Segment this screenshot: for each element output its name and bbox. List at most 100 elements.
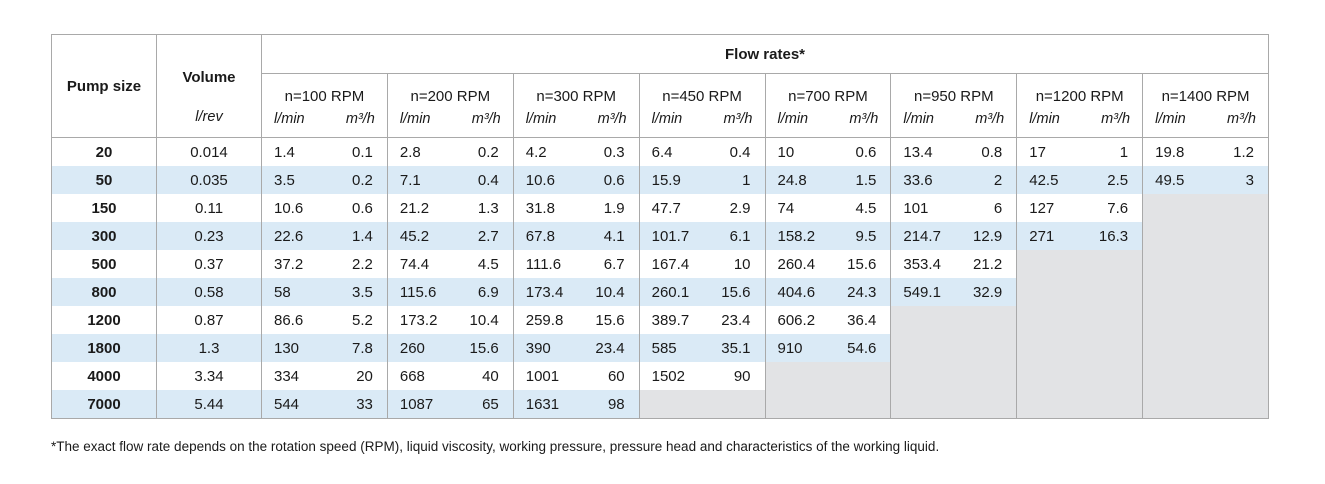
flow-value-cell: 21.2 1.3 (386, 194, 514, 222)
flow-m3h-value: 60 (607, 368, 625, 385)
flow-lmin-value: 33.6 (903, 172, 933, 189)
rpm-label: n=100 RPM (284, 88, 365, 105)
flow-lmin-value: 1087 (399, 396, 434, 413)
pump-size-header: Pump size (51, 34, 157, 138)
flow-m3h-value: 35.1 (721, 340, 751, 357)
volume-cell: 0.58 (156, 278, 262, 306)
flow-m3h-value: 0.4 (729, 144, 751, 161)
flow-value-cell: 130 7.8 (261, 334, 388, 362)
flow-m3h-value: 40 (482, 368, 499, 385)
flow-lmin-value: 115.6 (399, 284, 437, 301)
flow-m3h-value: 1 (742, 172, 751, 189)
pump-size-cell: 1200 (51, 306, 157, 334)
unit-m3h: m³/h (975, 111, 1005, 127)
flow-value-cell: 86.6 5.2 (261, 306, 388, 334)
flow-value-cell: 24.8 1.5 (764, 166, 892, 194)
flow-lmin-value: 10.6 (525, 172, 555, 189)
flow-value-cell: 173.2 10.4 (386, 306, 514, 334)
flow-lmin-value: 173.2 (399, 312, 438, 329)
flow-lmin-value: 1001 (525, 368, 560, 385)
flow-value-cell: 260.4 15.6 (764, 250, 892, 278)
flow-value-cell: 17 1 (1016, 137, 1144, 166)
empty-cell (1016, 362, 1144, 390)
flow-lmin-value: 13.4 (903, 144, 933, 161)
empty-cell (890, 390, 1018, 419)
unit-m3h: m³/h (849, 111, 879, 127)
flow-lmin-value: 158.2 (777, 228, 816, 245)
rpm-column-header: n=1200 RPM l/min m³/h (1016, 73, 1144, 138)
rpm-column-header: n=1400 RPM l/min m³/h (1142, 73, 1269, 138)
flow-lmin-value: 214.7 (903, 228, 941, 245)
flow-m3h-value: 15.6 (595, 312, 625, 329)
flow-m3h-value: 4.5 (477, 256, 499, 273)
flow-m3h-value: 1 (1119, 144, 1129, 161)
flow-lmin-value: 549.1 (903, 284, 941, 301)
flow-lmin-value: 31.8 (525, 200, 555, 217)
flow-value-cell: 214.7 12.9 (890, 222, 1018, 250)
flow-m3h-value: 12.9 (973, 228, 1003, 245)
unit-lmin: l/min (274, 111, 305, 127)
rpm-label: n=700 RPM (788, 88, 868, 105)
flow-value-cell: 15.9 1 (638, 166, 766, 194)
flow-value-cell: 260.1 15.6 (638, 278, 766, 306)
flow-lmin-value: 2.8 (399, 144, 421, 161)
flow-lmin-value: 3.5 (274, 172, 295, 189)
flow-value-cell: 259.8 15.6 (512, 306, 640, 334)
flow-m3h-value: 3.5 (352, 284, 373, 301)
flow-m3h-value: 20 (356, 368, 373, 385)
flow-value-cell: 1631 98 (512, 390, 640, 419)
empty-cell (1142, 222, 1269, 250)
flow-value-cell: 37.2 2.2 (261, 250, 388, 278)
unit-m3h: m³/h (1101, 111, 1131, 127)
pump-size-cell: 20 (51, 137, 157, 166)
flow-value-cell: 668 40 (386, 362, 514, 390)
flow-m3h-value: 15.6 (721, 284, 751, 301)
flow-lmin-value: 74.4 (399, 256, 430, 273)
flow-lmin-value: 17 (1029, 144, 1046, 161)
unit-m3h: m³/h (471, 111, 501, 127)
flow-m3h-value: 0.2 (477, 144, 499, 161)
flow-value-cell: 173.4 10.4 (512, 278, 640, 306)
flow-m3h-value: 36.4 (847, 312, 877, 329)
empty-cell (1142, 278, 1269, 306)
table-body: 20 0.014 1.4 0.1 2.8 0.2 4.2 0.3 6.4 0.4 10 0.6 13.4… (51, 137, 1269, 419)
unit-lmin: l/min (651, 111, 683, 127)
flow-m3h-value: 90 (733, 368, 751, 385)
volume-label: Volume (182, 69, 236, 86)
unit-m3h: m³/h (1227, 111, 1256, 127)
pump-size-cell: 7000 (51, 390, 157, 419)
flow-lmin-value: 49.5 (1155, 172, 1185, 189)
flow-lmin-value: 260 (399, 340, 425, 357)
flow-m3h-value: 2.9 (729, 200, 751, 217)
flow-value-cell: 585 35.1 (638, 334, 766, 362)
flow-lmin-value: 4.2 (525, 144, 547, 161)
volume-cell: 0.23 (156, 222, 262, 250)
flow-lmin-value: 334 (274, 368, 300, 385)
flow-lmin-value: 1.4 (274, 144, 295, 161)
rpm-column-header: n=300 RPM l/min m³/h (512, 73, 640, 138)
flow-value-cell: 74.4 4.5 (386, 250, 514, 278)
empty-cell (890, 334, 1018, 362)
flow-m3h-value: 21.2 (973, 256, 1003, 273)
flow-value-cell: 606.2 36.4 (764, 306, 892, 334)
empty-cell (1142, 362, 1269, 390)
flow-lmin-value: 585 (651, 340, 677, 357)
flow-lmin-value: 1502 (651, 368, 685, 385)
unit-m3h: m³/h (723, 111, 753, 127)
pump-size-cell: 300 (51, 222, 157, 250)
unit-lmin: l/min (1155, 111, 1186, 127)
flow-lmin-value: 47.7 (651, 200, 681, 217)
flow-m3h-value: 6.7 (603, 256, 625, 273)
flow-rates-header: Flow rates* (261, 34, 1269, 74)
flow-lmin-value: 167.4 (651, 256, 690, 273)
flow-value-cell: 115.6 6.9 (386, 278, 514, 306)
flow-value-cell: 47.7 2.9 (638, 194, 766, 222)
flow-lmin-value: 10 (777, 144, 795, 161)
flow-m3h-value: 2.7 (477, 228, 499, 245)
flow-value-cell: 404.6 24.3 (764, 278, 892, 306)
table-row: 1200 0.87 86.6 5.2 173.2 10.4 259.8 15.6 389.7 23… (51, 306, 1269, 334)
empty-cell (1016, 278, 1144, 306)
volume-cell: 0.11 (156, 194, 262, 222)
flow-m3h-value: 0.2 (352, 172, 373, 189)
pump-size-cell: 1800 (51, 334, 157, 362)
